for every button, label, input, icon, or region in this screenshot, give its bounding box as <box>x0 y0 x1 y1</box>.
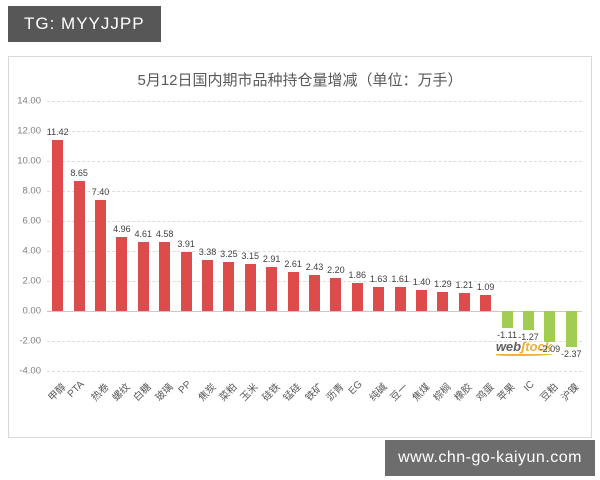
bar-玉米 <box>244 263 256 311</box>
bar-value-label: 7.40 <box>91 187 110 197</box>
y-axis-tick-label: -2.00 <box>19 335 41 347</box>
y-axis-tick-label: -4.00 <box>19 365 41 377</box>
webstock-watermark: webʃtock <box>495 339 552 356</box>
gridline <box>47 161 582 162</box>
bar-螺纹 <box>116 236 128 311</box>
bar-value-label: 1.61 <box>391 273 409 284</box>
gridline <box>47 251 582 252</box>
bar-value-label: 1.09 <box>476 281 495 292</box>
y-axis-tick-label: 14.00 <box>17 95 41 107</box>
footer-url-badge: www.chn-go-kaiyun.com <box>385 440 595 476</box>
bar-铁矿 <box>309 274 320 311</box>
bar-value-label: 2.91 <box>262 254 281 265</box>
gridline <box>47 221 582 222</box>
bar-value-label: 1.63 <box>369 273 388 284</box>
y-axis-tick-label: 0.00 <box>22 305 42 317</box>
bar-甲醇 <box>52 139 64 311</box>
y-axis-tick-label: 4.00 <box>22 245 42 257</box>
y-axis-tick-label: 12.00 <box>17 125 41 137</box>
gridline <box>47 131 582 132</box>
gridline <box>47 191 582 192</box>
bar-热卷 <box>95 200 106 311</box>
bar-橡胶 <box>458 292 470 311</box>
gridline <box>47 101 582 102</box>
bar-value-label: 3.38 <box>198 247 217 258</box>
bar-豆粕 <box>544 311 556 343</box>
bar-value-label: 1.40 <box>412 277 431 287</box>
bar-value-label: -1.27 <box>518 332 539 343</box>
bar-白糖 <box>137 241 149 311</box>
bar-value-label: 3.15 <box>241 250 260 261</box>
bar-沥青 <box>330 278 342 311</box>
bar-硅铁 <box>266 267 278 311</box>
bar-value-label: 3.25 <box>220 249 238 260</box>
bar-鸡蛋 <box>480 294 492 311</box>
y-axis-tick-label: 6.00 <box>22 215 42 227</box>
tg-badge: TG: MYYJJPP <box>8 6 161 42</box>
bar-玻璃 <box>159 242 171 311</box>
bar-焦煤 <box>416 290 427 311</box>
bar-value-label: -1.11 <box>497 329 518 340</box>
plot-area: webʃtock 11.42 甲醇 8.65 PTA 7.40 热卷 4.96 螺纹 4.61 白… <box>46 101 582 404</box>
webstock-watermark-web: web <box>495 339 522 354</box>
bar-value-label: 1.29 <box>434 278 452 289</box>
bar-value-label: -2.37 <box>561 348 582 359</box>
bar-value-label: 2.61 <box>284 258 302 269</box>
bar-菜粕 <box>223 262 235 311</box>
bar-豆一 <box>394 286 406 311</box>
bar-焦炭 <box>202 260 213 311</box>
webstock-watermark-tock: tock <box>525 339 552 354</box>
zero-axis-line <box>47 311 582 312</box>
bar-PTA <box>73 181 85 311</box>
y-axis-tick-label: 8.00 <box>22 185 42 197</box>
bar-value-label: 11.42 <box>46 126 69 137</box>
y-axis-tick-label: 2.00 <box>22 275 42 287</box>
bar-value-label: 4.61 <box>134 228 153 239</box>
bar-value-label: -2.09 <box>539 344 561 355</box>
chart-panel: 5月12日国内期市品种持仓量增减（单位：万手） 14.00 12.00 10.00 8… <box>8 56 592 438</box>
bar-value-label: 3.91 <box>177 239 195 250</box>
bar-value-label: 1.21 <box>455 279 474 290</box>
bar-锰硅 <box>287 271 299 311</box>
bar-纯碱 <box>373 286 385 311</box>
bar-value-label: 1.86 <box>348 270 367 281</box>
bar-棕榈 <box>437 291 449 311</box>
bar-value-label: 8.65 <box>70 168 88 179</box>
bar-value-label: 4.96 <box>113 223 131 234</box>
gridline <box>47 341 582 342</box>
bar-沪镍 <box>565 311 577 347</box>
bar-value-label: 4.58 <box>155 229 174 240</box>
webstock-underline-swoosh <box>495 353 552 356</box>
y-axis: 14.00 12.00 10.00 8.00 6.00 4.00 2.00 0.00 -2.00… <box>9 96 41 377</box>
y-axis-tick-label: 10.00 <box>17 155 41 167</box>
webstock-s-icon: ʃ <box>521 339 526 354</box>
bar-value-label: 2.20 <box>327 265 345 275</box>
bar-value-label: 2.43 <box>305 261 324 272</box>
bar-EG <box>351 283 363 311</box>
bar-PP <box>180 252 192 311</box>
bar-IC <box>523 311 534 331</box>
gridline <box>47 371 582 372</box>
bar-苹果 <box>501 311 513 328</box>
chart-title: 5月12日国内期市品种持仓量增减（单位：万手） <box>137 72 463 89</box>
